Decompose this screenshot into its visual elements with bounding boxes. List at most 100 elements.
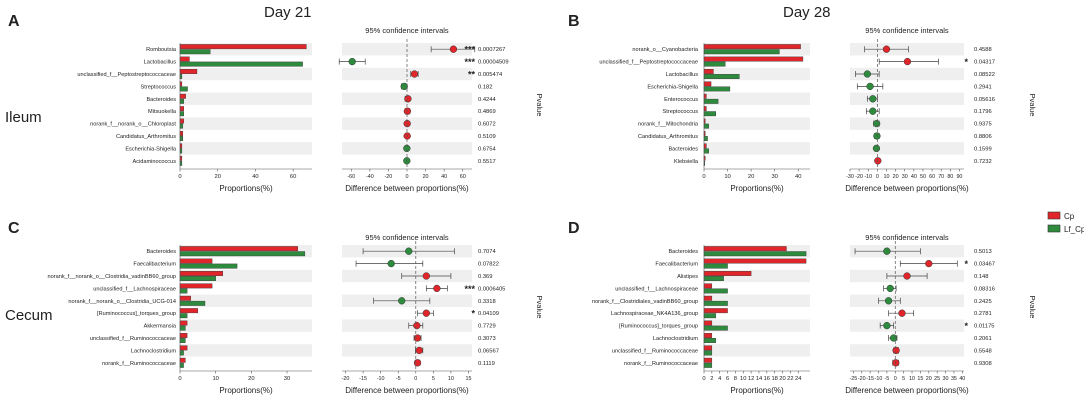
p-value: 0.9375 [974,122,992,128]
diff-axis-title: Difference between proportions(%) [845,386,969,395]
taxon-label: Alistipes [677,274,698,280]
bar-lfcp [703,136,708,141]
diff-tick-label: -30 [846,174,854,180]
bar-cp [703,295,713,301]
taxon-label: Faecalibacterium [655,262,698,268]
bar-lfcp [179,61,303,67]
diff-axis-title: Difference between proportions(%) [345,184,469,193]
bar-lfcp [179,325,186,331]
bar-cp [703,44,801,50]
ci-title: 95% confidence intervals [365,26,449,35]
taxon-label: Mitsuokella [148,109,177,115]
ci-point [405,247,413,255]
bar-cp [179,271,224,276]
bar-tick-label: 10 [212,376,218,382]
p-value: 0.7074 [478,249,497,255]
diff-tick-label: -25 [849,376,857,382]
bar-lfcp [179,338,186,343]
p-value: 0.148 [974,274,989,280]
bar-lfcp [703,300,728,306]
bar-lfcp [703,123,709,129]
bar-tick-label: 24 [795,376,802,382]
taxon-label: Candidatus_Arthromitus [116,134,176,140]
bar-row-band [704,294,810,307]
bar-cp [703,258,807,264]
bar-cp [703,69,714,74]
panel-letter: D [568,220,580,237]
diff-tick-label: 10 [448,376,454,382]
panel-a: A Romboutsia 0.0007267*** Lactobacillus 0.00… [8,13,544,193]
ci-point [873,132,881,140]
ci-row-band [850,117,964,130]
p-value: 0.2781 [974,311,992,317]
bar-tick-label: 8 [734,376,737,382]
taxon-label: norank_f__Ruminococcaceae [102,361,176,367]
bar-lfcp [703,338,716,343]
taxon-label: unclassified_f__Ruminococcaceae [90,336,176,342]
diff-tick-label: -40 [366,174,374,180]
ci-point [884,297,893,305]
bar-cp [703,283,713,289]
significance-stars: * [471,309,475,319]
p-value: 0.5517 [478,159,496,165]
diff-tick-label: 15 [465,376,471,382]
diff-tick-label: 70 [938,174,944,180]
bar-lfcp [179,263,238,269]
diff-tick-label: 50 [920,174,926,180]
diff-tick-label: 20 [926,376,932,382]
p-value: 0.00004509 [478,60,509,66]
bar-lfcp [703,263,728,269]
legend-label-lfcp: Lf_Cp [1064,225,1084,234]
p-value: 0.08316 [974,286,995,292]
taxon-label: Bacteroides [146,97,176,103]
column-label-day21: Day 21 [264,4,312,21]
taxon-label: Candidatus_Arthromitus [638,134,698,140]
bar-tick-label: 12 [748,376,754,382]
pvalue-axis-label: Pvalue [535,296,544,319]
ci-row-band [850,319,964,332]
p-value: 0.08522 [974,72,995,78]
diff-tick-label: -10 [377,376,385,382]
diff-tick-label: 40 [959,376,965,382]
bar-tick-label: 10 [724,174,730,180]
p-value: 0.2061 [974,336,992,342]
bar-tick-label: 30 [771,174,777,180]
ci-point [398,297,406,305]
diff-tick-label: 15 [917,376,923,382]
ci-point [872,144,881,153]
ci-row-band [342,319,472,332]
diff-tick-label: -15 [866,376,874,382]
bar-tick-label: 0 [178,376,181,382]
bar-tick-label: 30 [284,376,290,382]
bar-tick-label: 0 [702,174,705,180]
ci-point [869,95,877,103]
bar-axis-title: Proportions(%) [219,386,273,395]
bar-cp [703,357,713,363]
bar-lfcp [703,251,807,257]
diff-tick-label: 90 [956,174,962,180]
p-value: 0.03467 [974,262,995,268]
ci-point [883,247,891,255]
legend-label-cp: Cp [1064,212,1075,221]
bar-cp [179,56,190,62]
significance-stars: *** [464,284,475,294]
taxon-label: Lachnoclostridium [653,336,698,342]
taxon-label: Acidaminococcus [132,159,176,165]
diff-tick-label: 0 [894,376,897,382]
bar-cp [703,333,713,338]
p-value: 0.005474 [478,72,503,78]
bar-tick-label: 60 [290,174,296,180]
panel-letter: B [568,13,580,30]
ci-point [387,259,395,268]
ci-row-band [850,92,964,105]
bar-lfcp [703,111,716,117]
diff-tick-label: 10 [909,376,915,382]
p-value: 0.369 [478,274,493,280]
bar-lfcp [179,288,188,294]
significance-stars: * [964,321,968,331]
bar-lfcp [179,98,184,104]
bar-axis-title: Proportions(%) [219,184,273,193]
taxon-label: Lactobacillus [666,72,699,78]
p-value: 0.3073 [478,336,496,342]
